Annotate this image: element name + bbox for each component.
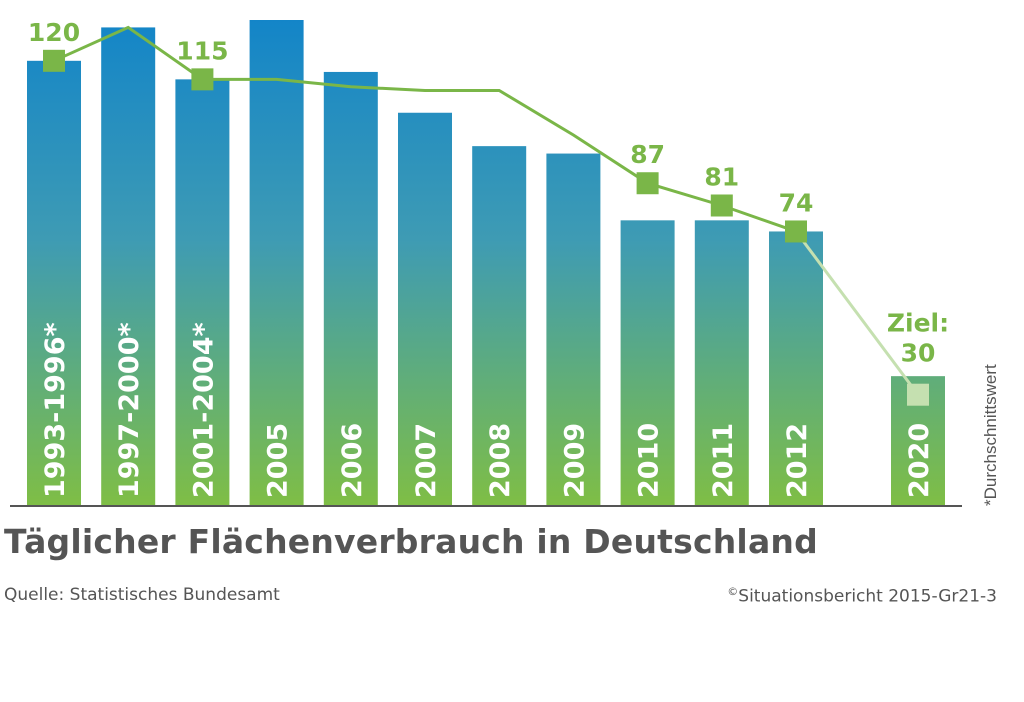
category-label: 2010	[634, 423, 665, 498]
trend-marker	[43, 49, 65, 72]
credit-note: ©Situationsbericht 2015-Gr21-3	[727, 585, 997, 607]
target-marker	[907, 383, 929, 406]
bar-2011	[694, 220, 749, 506]
category-label: 2009	[559, 423, 590, 498]
category-label: 1997-2000*	[114, 322, 145, 498]
trend-line	[53, 25, 797, 233]
category-label: 2005	[263, 423, 294, 498]
trend-marker	[636, 172, 659, 195]
target-label: Ziel: 30	[887, 309, 949, 368]
trend-marker	[785, 220, 807, 243]
trend-marker	[191, 68, 214, 91]
category-label: 2008	[485, 423, 516, 498]
footnote: *Durchschnittswert	[981, 364, 1000, 506]
copyright-symbol: ©	[727, 585, 739, 598]
category-label: 2011	[708, 423, 739, 498]
credit-text: Situationsbericht 2015-Gr21-3	[738, 586, 997, 607]
category-label: 2001-2004*	[188, 322, 219, 498]
source-note: Quelle: Statistisches Bundesamt	[4, 585, 280, 605]
chart-title: Täglicher Flächenverbrauch in Deutschlan…	[4, 522, 818, 561]
category-label: 2012	[782, 423, 813, 498]
bar-2001-2004	[175, 79, 230, 507]
bar-2009	[546, 153, 601, 506]
category-label: 2007	[411, 423, 442, 498]
bar-2008	[472, 146, 527, 507]
data-label: 120	[28, 18, 80, 47]
bar-2007	[398, 112, 452, 506]
category-label: 1993-1996*	[40, 322, 71, 498]
trend-line-target	[794, 230, 920, 396]
data-label: 81	[704, 162, 739, 191]
bar-2006	[323, 71, 378, 506]
bar-1997-2000	[101, 27, 156, 506]
data-label: 74	[779, 188, 814, 217]
data-label: 115	[176, 36, 228, 65]
data-label: 87	[630, 140, 665, 169]
category-label: 2020	[904, 423, 935, 498]
bar-2010	[620, 220, 675, 506]
bar-1993-1996	[27, 60, 81, 506]
bar-2012	[769, 231, 823, 507]
trend-marker	[710, 194, 733, 217]
bar-chart: 1993-1996* 1997-2000* 2001-2004* 2005 2006 20…	[10, 18, 1000, 507]
bar-2005	[249, 20, 304, 506]
category-label: 2006	[337, 423, 368, 498]
